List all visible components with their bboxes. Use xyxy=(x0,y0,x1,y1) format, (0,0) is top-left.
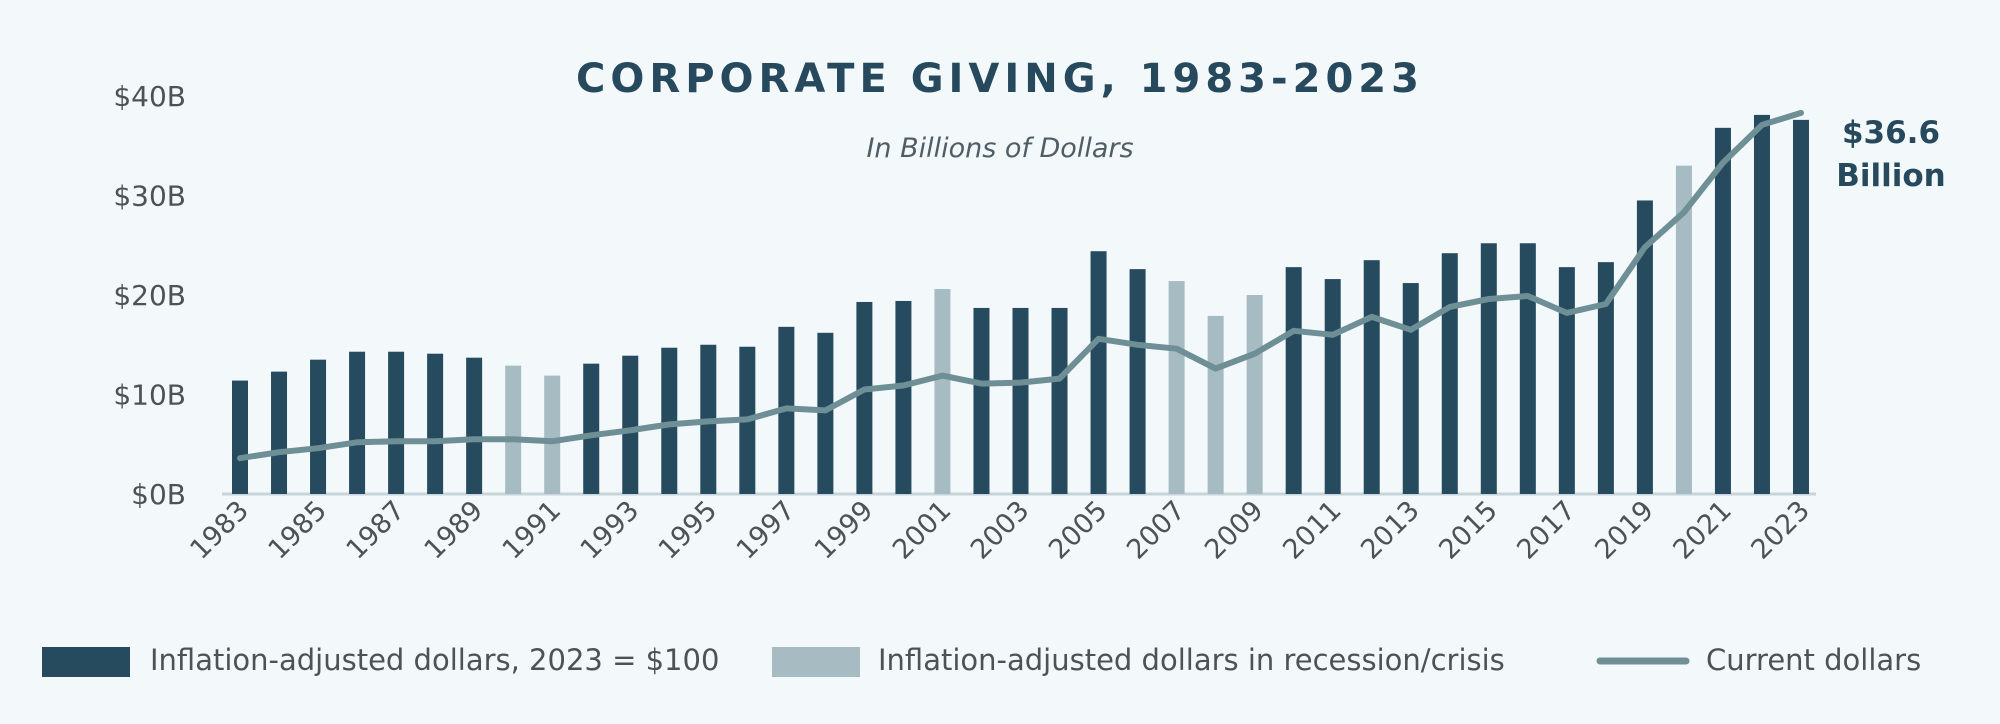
bar xyxy=(1285,267,1302,494)
legend-label-current-dollars: Current dollars xyxy=(1706,643,1921,677)
callout-unit: Billion xyxy=(1836,158,1946,194)
x-tick-label: 1983 xyxy=(184,495,255,566)
bar xyxy=(1714,127,1731,494)
x-tick-label: 2007 xyxy=(1121,495,1192,566)
x-tick-label: 2003 xyxy=(965,495,1036,566)
y-axis-ticks: $0B $10B $20B $30B $40B xyxy=(113,80,186,511)
x-tick-label: 2013 xyxy=(1355,495,1426,566)
y-tick-label: $0B xyxy=(131,478,186,511)
bar xyxy=(1636,200,1653,494)
bar xyxy=(1051,307,1068,494)
bar xyxy=(1753,114,1770,494)
bar xyxy=(1129,269,1146,494)
bar-recession xyxy=(1675,165,1692,494)
y-tick-label: $20B xyxy=(113,279,186,312)
x-tick-label: 1989 xyxy=(419,495,490,566)
x-tick-label: 1985 xyxy=(262,495,333,566)
y-tick-label: $30B xyxy=(113,180,186,213)
x-tick-label: 2021 xyxy=(1667,495,1738,566)
bar xyxy=(895,300,912,494)
bar xyxy=(1558,267,1575,494)
y-tick-label: $10B xyxy=(113,379,186,412)
bar xyxy=(1324,279,1341,494)
bar xyxy=(427,353,444,494)
current-dollars-line xyxy=(237,109,1804,462)
bar xyxy=(310,359,327,494)
bar-recession xyxy=(1207,315,1224,494)
bar xyxy=(1793,119,1809,494)
bar xyxy=(661,347,678,494)
bar xyxy=(349,351,366,494)
legend-label-inflation-adjusted: Inflation-adjusted dollars, 2023 = $100 xyxy=(150,643,719,677)
x-tick-label: 2015 xyxy=(1433,495,1504,566)
bar xyxy=(1597,262,1614,494)
x-tick-label: 1993 xyxy=(575,495,646,566)
bar xyxy=(1480,243,1497,494)
bar xyxy=(817,332,834,494)
x-tick-label: 2005 xyxy=(1043,495,1114,566)
bar xyxy=(271,371,288,494)
bar xyxy=(973,307,990,494)
bar-recession xyxy=(1246,295,1263,494)
bar xyxy=(1090,251,1107,494)
y-tick-label: $40B xyxy=(113,80,186,113)
bar-recession xyxy=(505,365,522,494)
x-tick-label: 2023 xyxy=(1745,495,1816,566)
x-tick-label: 2001 xyxy=(887,495,958,566)
x-tick-label: 2019 xyxy=(1589,495,1660,566)
bar xyxy=(583,363,600,494)
bar-recession xyxy=(1168,281,1185,494)
bar xyxy=(388,351,405,494)
x-tick-label: 2009 xyxy=(1199,495,1270,566)
bar xyxy=(1012,307,1029,494)
bar-recession xyxy=(544,375,561,494)
chart-subtitle: In Billions of Dollars xyxy=(866,133,1133,164)
x-tick-label: 2011 xyxy=(1277,495,1348,566)
bar xyxy=(466,357,483,494)
bar xyxy=(1441,253,1458,494)
x-tick-label: 2017 xyxy=(1511,495,1582,566)
legend-swatch-recession xyxy=(772,647,860,677)
bar xyxy=(1519,243,1536,494)
bar xyxy=(232,380,248,494)
x-tick-label: 1995 xyxy=(653,495,724,566)
bar-recession xyxy=(934,289,951,494)
legend: Inflation-adjusted dollars, 2023 = $100 … xyxy=(42,643,1921,677)
bar xyxy=(1402,283,1419,494)
bar xyxy=(856,301,873,494)
chart-title: CORPORATE GIVING, 1983-2023 xyxy=(576,56,1424,102)
callout-value: $36.6 xyxy=(1842,115,1940,151)
bar xyxy=(1363,260,1380,494)
x-tick-label: 1997 xyxy=(731,495,802,566)
x-tick-label: 1987 xyxy=(341,495,412,566)
x-tick-label: 1999 xyxy=(809,495,880,566)
legend-swatch-inflation-adjusted xyxy=(42,647,130,677)
legend-label-recession: Inflation-adjusted dollars in recession/… xyxy=(878,643,1505,677)
x-tick-label: 1991 xyxy=(497,495,568,566)
bar xyxy=(622,355,639,494)
x-axis-ticks: 1983 1985 1987 1989 1991 1993 1995 1997 1999 2001… xyxy=(184,495,1816,566)
